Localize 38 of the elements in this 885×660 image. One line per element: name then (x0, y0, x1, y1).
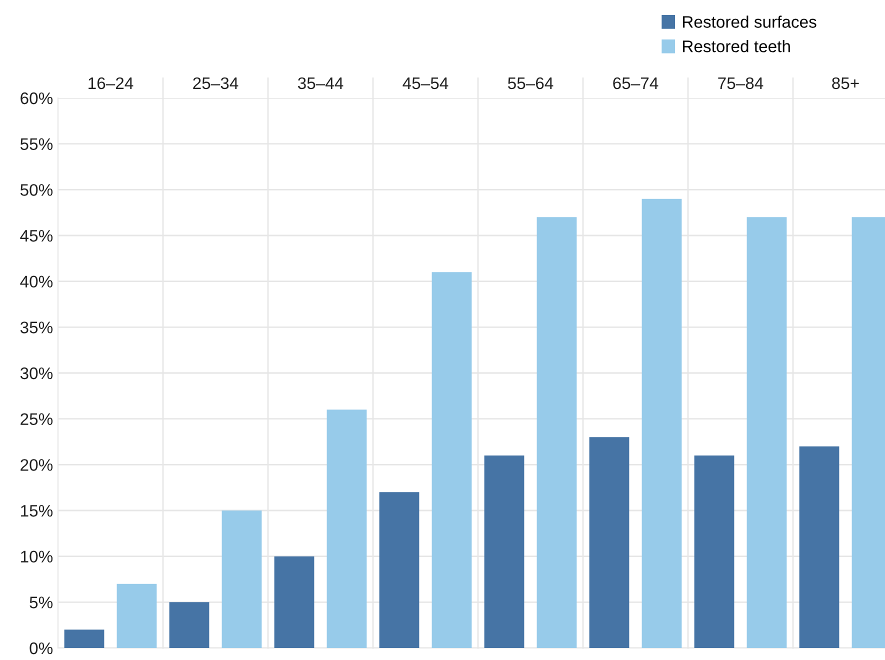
bar (484, 456, 524, 648)
legend-label: Restored teeth (683, 40, 790, 52)
y-tick-label: 25% (20, 413, 53, 426)
x-tick-label: 85+ (832, 77, 859, 90)
y-tick-label: 10% (21, 550, 53, 563)
y-tick-label: 50% (20, 184, 53, 196)
x-tick-label: 55–64 (508, 77, 554, 90)
y-tick-label: 40% (20, 276, 53, 288)
y-tick-label: 35% (20, 322, 53, 334)
x-tick-label: 75–84 (718, 77, 764, 90)
bar (379, 492, 420, 648)
x-tick-label: 25–34 (193, 77, 238, 90)
bar (589, 437, 630, 648)
bar (694, 456, 734, 648)
y-tick-label: 45% (20, 230, 53, 242)
x-tick-label: 35–44 (298, 77, 344, 90)
x-tick-label: 45–54 (402, 78, 448, 90)
bar (274, 556, 314, 648)
bar (799, 446, 840, 648)
bar (222, 510, 262, 648)
bar (169, 602, 210, 648)
x-tick-label: 65–74 (613, 77, 658, 90)
bar (64, 630, 104, 648)
y-tick-label: 20% (20, 459, 53, 471)
bar (326, 410, 367, 648)
y-tick-label: 30% (20, 367, 53, 380)
bar (432, 272, 472, 648)
bar (642, 198, 682, 648)
bar (116, 584, 157, 648)
y-tick-label: 60% (20, 92, 53, 104)
bar (746, 217, 787, 648)
y-tick-label: 5% (30, 596, 53, 608)
y-tick-label: 55% (20, 138, 53, 150)
bar (536, 217, 577, 648)
x-tick-label: 16–24 (88, 77, 134, 90)
legend-label: Restored surfaces (683, 16, 816, 28)
y-tick-label: 15% (21, 504, 53, 517)
y-tick-label: 0% (30, 642, 53, 654)
